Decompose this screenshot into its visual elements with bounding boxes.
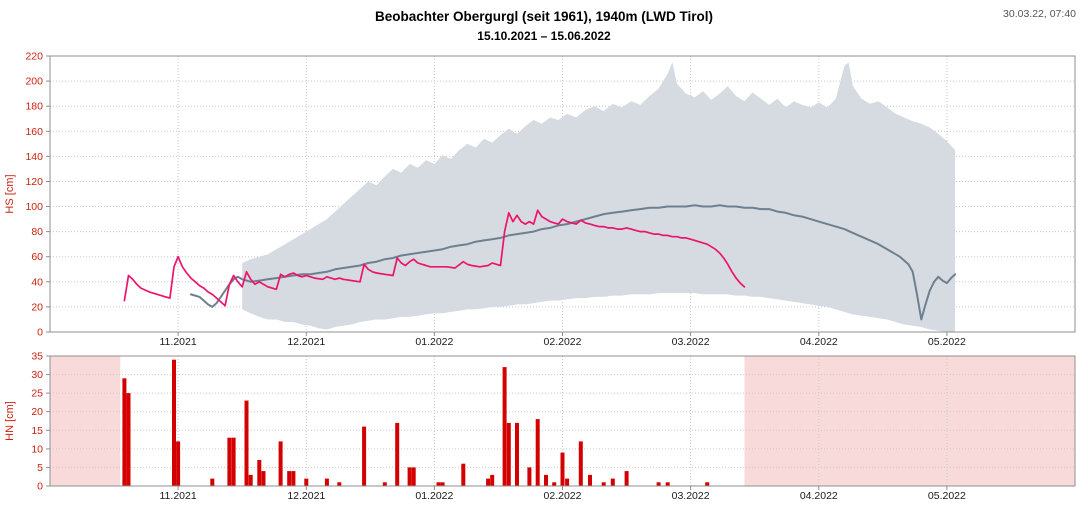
hn-bar	[278, 441, 283, 486]
chart-title: Beobachter Obergurgl (seit 1961), 1940m …	[374, 9, 714, 24]
hn-bar	[656, 482, 661, 486]
hn-bar	[231, 437, 236, 486]
chart-header: 30.03.22, 07:40 Beobachter Obergurgl (se…	[0, 0, 1088, 48]
hn-bar	[544, 474, 548, 486]
hn-bar	[578, 441, 583, 486]
chart-subtitle: 15.10.2021 – 15.06.2022	[477, 29, 611, 43]
hs-range-band	[242, 62, 956, 333]
hn-bar	[126, 393, 131, 486]
x-tick-label: 04.2022	[800, 336, 838, 348]
hn-bar	[610, 478, 615, 486]
hn-bar	[588, 474, 592, 486]
hn-bar	[210, 478, 215, 486]
hn-bar	[304, 478, 309, 486]
hn-bar	[624, 471, 629, 486]
x-tick-label: 12.2021	[287, 336, 325, 348]
hn-bar	[461, 463, 466, 486]
hn-bar	[535, 419, 540, 486]
y-tick-label: 60	[31, 251, 43, 263]
hn-bar	[411, 467, 416, 486]
hn-bar	[257, 460, 262, 486]
hn-bar	[502, 367, 507, 486]
hn-bar	[172, 359, 176, 486]
hn-bar	[515, 422, 519, 486]
hn-bar	[395, 422, 400, 486]
no-data-region	[744, 356, 1075, 486]
y-axis-label: HN [cm]	[4, 401, 16, 441]
x-tick-label: 02.2022	[544, 490, 582, 502]
hn-bar	[486, 478, 491, 486]
y-tick-label: 30	[31, 369, 43, 381]
x-tick-label: 01.2022	[415, 490, 453, 502]
hn-bar	[565, 478, 570, 486]
hn-bar	[407, 467, 412, 486]
y-tick-label: 20	[31, 301, 43, 313]
hn-bar	[527, 467, 532, 486]
y-tick-label: 0	[37, 481, 43, 493]
y-tick-label: 80	[31, 226, 43, 238]
hn-bar	[552, 482, 557, 486]
hn-bar	[261, 471, 266, 486]
hn-bar	[337, 482, 342, 486]
x-tick-label: 03.2022	[672, 336, 710, 348]
hn-new-snow-chart: 0 5 10 15 20 25 30 35 11.2021 12.2021 01.2022 02.20…	[4, 351, 1076, 502]
hn-bar	[287, 471, 292, 486]
hn-bar	[601, 482, 606, 486]
generated-timestamp: 30.03.22, 07:40	[1003, 8, 1076, 20]
x-tick-label: 01.2022	[415, 336, 453, 348]
x-tick-label: 05.2022	[928, 490, 966, 502]
y-tick-label: 0	[37, 327, 43, 339]
hn-bar	[705, 482, 710, 486]
y-tick-label: 20	[31, 406, 43, 418]
x-tick-label: 11.2021	[160, 336, 197, 348]
hn-bar	[506, 422, 511, 486]
hn-bar	[227, 437, 232, 486]
hs-snow-depth-chart: 0 20 40 60 80 100 120 140 160 180 200 220 11.2021 12.…	[4, 51, 1076, 348]
hn-bar	[362, 426, 367, 486]
y-tick-label: 35	[31, 351, 43, 363]
hn-bar	[665, 482, 670, 486]
y-tick-label: 220	[25, 51, 43, 63]
y-tick-label: 15	[31, 425, 43, 437]
hn-bar	[244, 400, 249, 486]
hn-bar	[560, 452, 565, 486]
x-tick-label: 11.2021	[160, 490, 197, 502]
x-tick-label: 03.2022	[672, 490, 710, 502]
y-tick-label: 140	[25, 151, 43, 163]
y-tick-label: 160	[25, 126, 43, 138]
x-tick-label: 04.2022	[800, 490, 838, 502]
hn-bar	[436, 482, 441, 486]
hn-bar	[324, 478, 329, 486]
hn-bar	[490, 474, 495, 486]
hs-measured-line	[123, 209, 746, 307]
y-tick-label: 180	[25, 101, 43, 113]
hn-bar	[382, 482, 387, 486]
y-tick-label: 120	[25, 176, 43, 188]
no-data-region	[50, 356, 121, 486]
x-tick-label: 05.2022	[928, 336, 966, 348]
hn-bar	[248, 474, 253, 486]
y-tick-label: 5	[37, 462, 43, 474]
hn-bar	[176, 441, 181, 486]
y-tick-label: 200	[25, 76, 43, 88]
y-tick-label: 100	[25, 201, 43, 213]
y-axis-label: HS [cm]	[4, 174, 16, 213]
hn-bar	[291, 471, 296, 486]
y-tick-label: 25	[31, 388, 43, 400]
y-tick-label: 10	[31, 443, 43, 455]
x-tick-label: 02.2022	[544, 336, 582, 348]
hn-bar	[440, 482, 445, 486]
y-tick-label: 40	[31, 276, 43, 288]
x-tick-label: 12.2021	[287, 490, 325, 502]
hn-bar	[122, 378, 127, 486]
